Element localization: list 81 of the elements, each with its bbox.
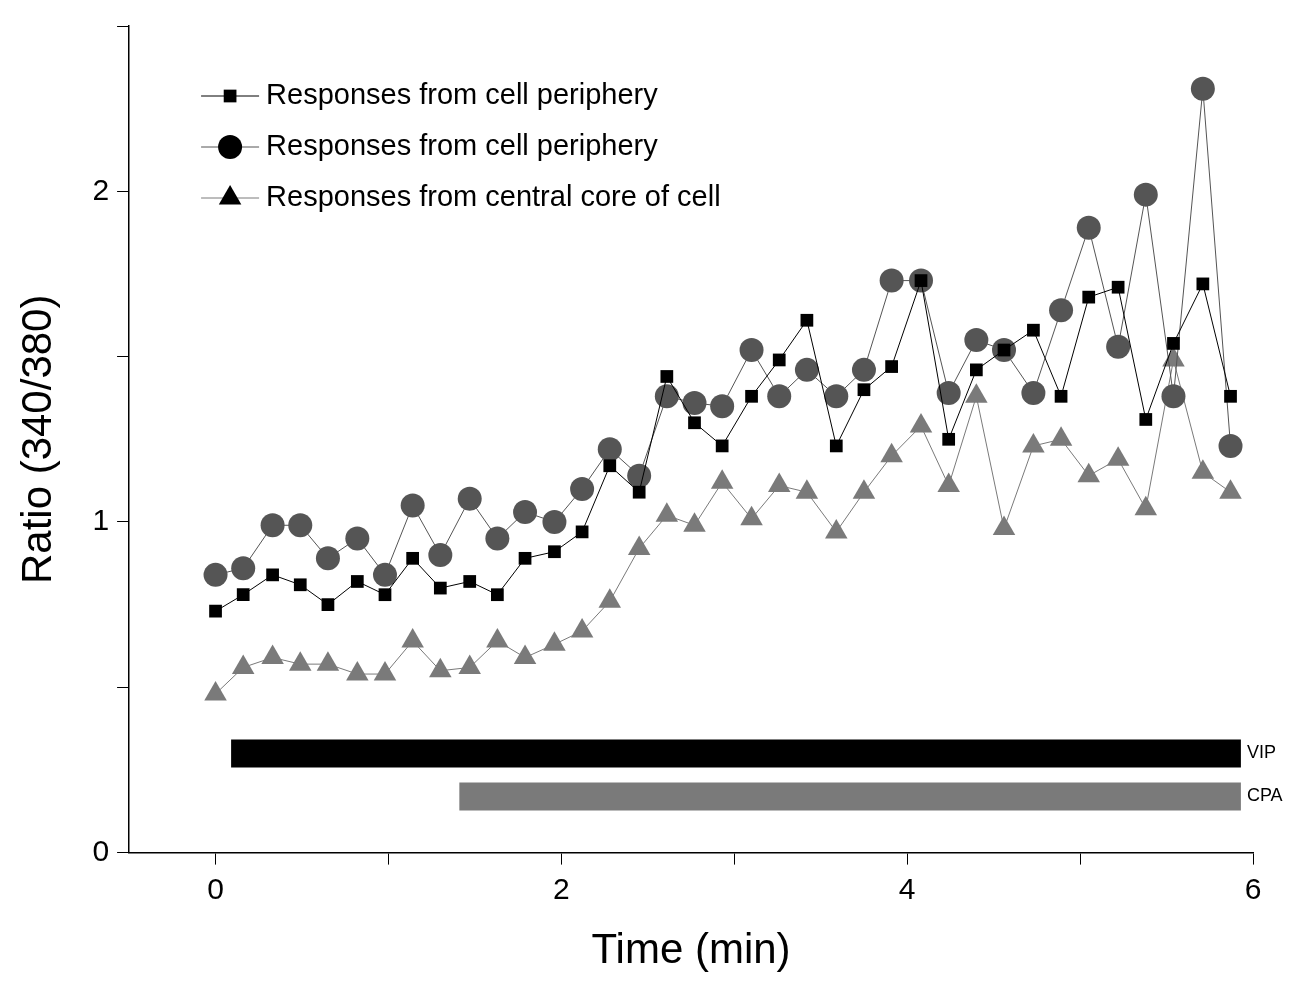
point <box>794 357 819 382</box>
point <box>1049 298 1074 323</box>
legend-label: Responses from central core of cell <box>266 180 721 212</box>
point <box>518 551 532 565</box>
point <box>231 556 256 581</box>
point <box>321 598 335 611</box>
point <box>682 390 707 415</box>
point <box>463 575 477 588</box>
point <box>745 389 758 403</box>
point <box>715 439 729 453</box>
point <box>428 543 453 568</box>
point <box>570 476 595 501</box>
point <box>1076 215 1101 240</box>
point <box>800 313 814 327</box>
point <box>266 568 279 582</box>
y-tick-label: 2 <box>92 172 110 206</box>
x-tick-label: 2 <box>553 871 570 905</box>
point <box>1133 182 1158 207</box>
point <box>406 551 420 565</box>
point <box>1167 337 1180 350</box>
point <box>236 588 250 602</box>
point <box>1111 280 1125 294</box>
point <box>350 575 364 588</box>
point <box>969 363 983 377</box>
point <box>345 526 370 551</box>
point <box>879 268 904 293</box>
point <box>688 416 701 430</box>
point <box>1054 389 1068 403</box>
point <box>739 338 764 363</box>
x-axis-title: Time (min) <box>591 925 791 973</box>
point <box>936 381 961 406</box>
x-tick-label: 6 <box>1244 871 1262 905</box>
point <box>433 581 447 595</box>
point <box>513 500 538 525</box>
point <box>632 485 646 499</box>
legend-label: Responses from cell periphery <box>266 129 659 161</box>
point <box>1106 334 1131 359</box>
point <box>885 360 898 373</box>
point <box>1161 384 1186 409</box>
point <box>1021 381 1046 406</box>
point <box>378 588 392 602</box>
point <box>942 432 956 446</box>
point <box>964 328 989 353</box>
y-tick-label: 0 <box>92 833 110 867</box>
y-axis-title: Ratio (340/380) <box>12 294 60 585</box>
point <box>1224 389 1237 403</box>
point <box>824 384 849 409</box>
point <box>209 604 222 618</box>
point <box>851 357 876 382</box>
point <box>597 437 622 462</box>
point <box>260 513 285 538</box>
point <box>293 578 307 592</box>
point <box>857 383 871 397</box>
legend-label: Responses from cell periphery <box>266 78 659 110</box>
point <box>1218 433 1243 458</box>
point <box>1196 277 1210 291</box>
point <box>315 546 340 571</box>
point <box>829 439 843 453</box>
series-label: CPA <box>1246 785 1283 806</box>
point <box>710 394 735 419</box>
point <box>457 486 482 511</box>
point <box>767 384 792 409</box>
point <box>491 588 504 602</box>
point <box>1082 290 1096 304</box>
point <box>542 509 567 534</box>
point <box>203 562 228 587</box>
point <box>485 526 510 551</box>
point <box>288 513 313 538</box>
y-tick-label: 1 <box>92 503 110 537</box>
x-tick-label: 4 <box>898 871 916 905</box>
point <box>603 459 617 473</box>
point <box>1190 76 1215 101</box>
point <box>660 370 674 383</box>
point <box>372 562 397 587</box>
point <box>548 545 561 559</box>
point <box>400 493 425 518</box>
point <box>772 353 786 367</box>
x-tick-label: 0 <box>207 871 224 905</box>
point <box>1027 323 1040 337</box>
point <box>1139 413 1153 426</box>
series-label: VIP <box>1246 742 1276 763</box>
